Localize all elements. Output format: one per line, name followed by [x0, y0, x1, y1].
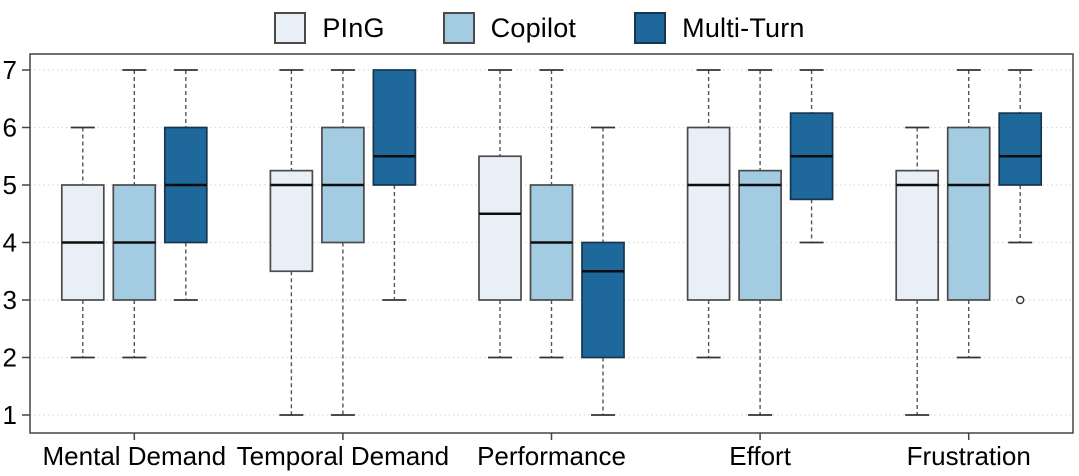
box: [269, 169, 314, 273]
legend-item-copilot: Copilot: [442, 12, 577, 44]
y-tick-label: 7: [3, 55, 17, 85]
legend-item-multiturn: Multi-Turn: [634, 12, 805, 44]
y-tick-label: 1: [3, 400, 17, 430]
box: [998, 112, 1043, 186]
x-axis: Mental Demand Temporal Demand Performance E…: [43, 433, 1031, 471]
ping-swatch-icon: [274, 12, 307, 44]
legend-label-ping: PInG: [322, 12, 385, 43]
plot-border: [29, 53, 1074, 434]
box: [478, 155, 522, 301]
multiturn-swatch-icon: [634, 12, 667, 44]
y-tick-label: 6: [3, 113, 17, 143]
outlier-point: [1016, 295, 1025, 305]
copilot-swatch-icon: [442, 12, 475, 44]
chart-area: 1 2 3 4 5 6 7 Mental Demand Temporal Demand Perfo…: [0, 50, 1079, 476]
y-tick-label: 3: [3, 285, 17, 315]
y-tick-label: 5: [3, 170, 17, 200]
y-tick-label: 4: [3, 228, 17, 258]
series-ping: [60, 69, 940, 416]
legend-label-copilot: Copilot: [490, 12, 577, 43]
box: [686, 126, 731, 301]
series-copilot: [112, 69, 991, 416]
box: [372, 69, 417, 186]
box: [581, 241, 625, 359]
x-category-label: Effort: [729, 441, 791, 471]
box: [946, 126, 991, 301]
x-category-label: Frustration: [907, 441, 1031, 471]
x-category-label: Temporal Demand: [237, 441, 449, 471]
x-category-label: Performance: [477, 441, 626, 471]
y-axis: 1 2 3 4 5 6 7: [3, 55, 30, 430]
x-category-label: Mental Demand: [43, 441, 227, 471]
series-multi-turn: [163, 69, 1043, 416]
y-tick-label: 2: [3, 343, 17, 373]
box: [738, 169, 782, 301]
boxplot-svg: 1 2 3 4 5 6 7 Mental Demand Temporal Demand Perfo…: [3, 53, 1074, 471]
legend-label-multiturn: Multi-Turn: [682, 12, 805, 43]
legend: PInG Copilot Multi-Turn: [0, 6, 1079, 50]
box: [895, 169, 940, 301]
legend-item-ping: PInG: [274, 12, 384, 44]
